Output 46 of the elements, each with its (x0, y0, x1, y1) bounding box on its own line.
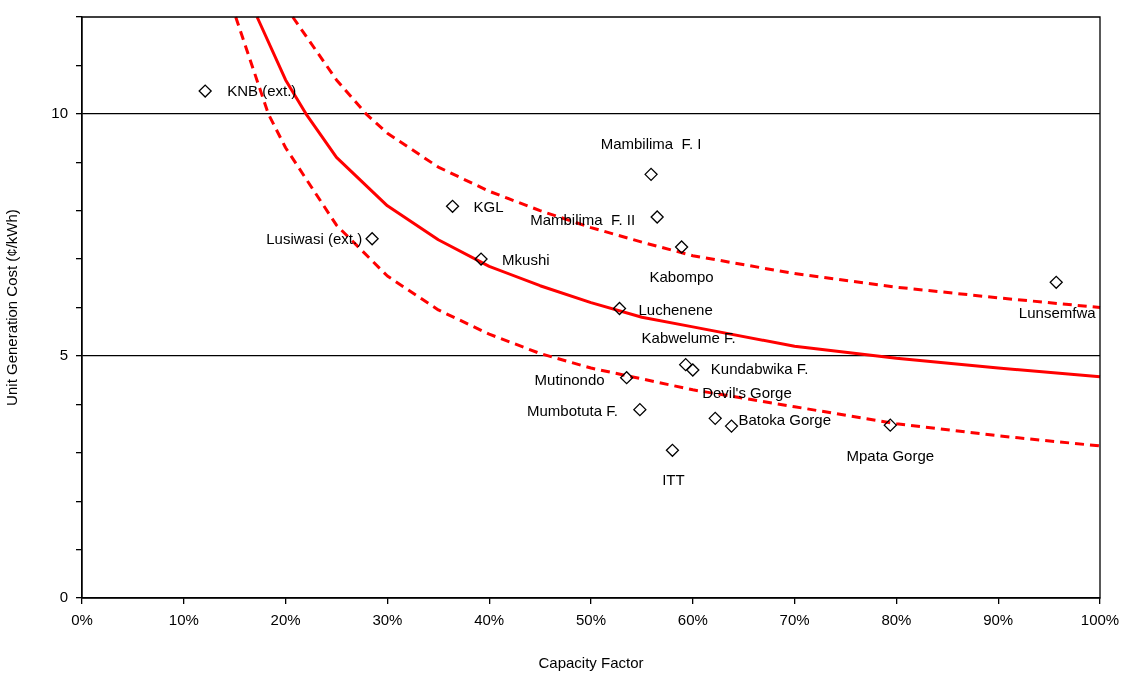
y-axis-title: Unit Generation Cost (¢/kWh) (3, 209, 21, 406)
point (198, 84, 212, 98)
annotation: Batoka Gorge (738, 411, 832, 429)
point (686, 363, 700, 377)
point (445, 199, 460, 213)
y-tick-label: 10 (51, 103, 68, 121)
point (665, 443, 680, 457)
x-tick-label: 90% (983, 611, 1014, 629)
point (633, 403, 647, 417)
point (612, 301, 627, 316)
x-tick-label: 60% (677, 611, 708, 629)
point (650, 210, 664, 224)
annotation: Luchenene (638, 300, 713, 318)
x-axis-title: Capacity Factor (538, 654, 644, 672)
x-tick-label: 70% (779, 611, 810, 629)
x-tick-label: 30% (372, 611, 403, 629)
annotation: Mambilima F. I (600, 135, 702, 153)
point (674, 240, 689, 254)
annotation: Lunsemfwa (1018, 304, 1097, 322)
y-tick-label: 5 (59, 346, 68, 364)
x-tick-label: 40% (474, 611, 505, 629)
point (883, 418, 897, 432)
point (679, 357, 693, 372)
point (708, 411, 722, 426)
annotation: Mutinondo (534, 370, 605, 388)
point (1049, 275, 1063, 289)
x-tick-label: 100% (1080, 611, 1120, 629)
point (644, 167, 658, 181)
point (365, 232, 379, 246)
annotation: Kabompo (649, 268, 714, 286)
annotation: ITT (662, 471, 685, 489)
x-tick-label: 50% (575, 611, 607, 629)
annotation: Mkushi (502, 251, 550, 269)
annotation: Lusiwasi (ext.) (266, 229, 363, 247)
y-tick-label: 0 (59, 588, 68, 606)
annotation: Mumbotuta F. (526, 401, 618, 419)
annotation: Mpata Gorge (846, 447, 935, 465)
annotation: KGL (473, 198, 504, 216)
x-tick-label: 80% (881, 611, 912, 629)
x-tick-label: 0% (71, 611, 93, 629)
point (474, 252, 488, 266)
point (724, 419, 739, 433)
x-tick-label: 20% (270, 611, 301, 629)
x-tick-label: 10% (168, 611, 199, 629)
point (619, 371, 634, 385)
annotation: Kundabwika F. (710, 360, 809, 378)
